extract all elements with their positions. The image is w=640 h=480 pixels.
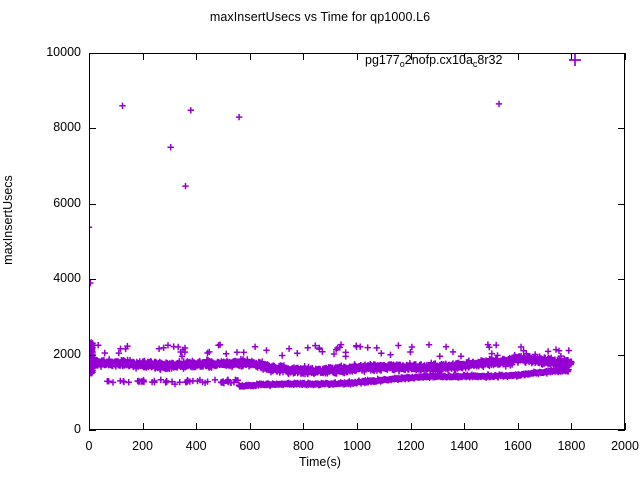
x-tick	[625, 423, 626, 430]
x-tick-top	[303, 53, 305, 60]
x-tick-label: 600	[239, 439, 261, 453]
x-tick-top	[517, 53, 519, 60]
x-tick-top	[625, 53, 626, 60]
x-tick-label: 1400	[450, 439, 479, 453]
chart-title: maxInsertUsecs vs Time for qp1000.L6	[209, 10, 431, 24]
y-tick	[89, 430, 96, 431]
x-tick-label: 1800	[557, 439, 586, 453]
y-tick-right	[618, 354, 625, 356]
x-tick-label: 400	[185, 439, 207, 453]
y-tick-label: 6000	[53, 195, 81, 210]
x-tick-label: 1000	[343, 439, 371, 453]
x-tick-top	[142, 53, 144, 60]
y-tick	[89, 128, 96, 130]
x-tick-top	[249, 53, 251, 60]
x-tick-top	[196, 53, 198, 60]
x-tick-top	[410, 53, 412, 60]
x-tick	[357, 423, 358, 430]
x-tick-label: 1600	[503, 439, 532, 453]
x-tick-top	[89, 53, 90, 60]
scatter-points	[89, 100, 575, 390]
y-tick-right	[618, 203, 625, 205]
x-tick	[196, 423, 198, 430]
x-tick	[89, 423, 90, 430]
x-tick	[517, 423, 519, 430]
y-tick	[89, 53, 96, 54]
x-tick-label: 1200	[396, 439, 425, 453]
legend-key-marker	[565, 50, 585, 70]
y-tick	[89, 279, 96, 281]
x-tick	[249, 423, 251, 430]
legend-label: pg177o2nofp.cx10ac8r32	[365, 53, 503, 69]
x-tick	[410, 423, 412, 430]
y-tick	[89, 354, 96, 356]
x-tick	[142, 423, 144, 430]
y-tick-right	[618, 279, 625, 281]
y-tick-right	[618, 53, 625, 54]
x-axis-title: Time(s)	[299, 455, 341, 469]
x-tick	[571, 423, 573, 430]
y-tick-right	[618, 430, 625, 431]
x-tick-label: 2000	[611, 439, 639, 453]
x-tick-top	[571, 53, 573, 60]
x-tick-top	[464, 53, 466, 60]
x-tick-label: 800	[292, 439, 314, 453]
y-tick-right	[618, 128, 625, 130]
legend-entry: pg177o2nofp.cx10ac8r32	[365, 50, 502, 70]
y-tick	[89, 203, 96, 205]
plot-frame	[89, 53, 625, 430]
x-tick-label: 200	[132, 439, 154, 453]
y-tick-label: 10000	[46, 45, 81, 59]
x-tick	[464, 423, 466, 430]
x-tick	[303, 423, 305, 430]
y-tick-label: 2000	[53, 346, 81, 361]
y-tick-label: 8000	[53, 120, 81, 135]
x-tick-label: 0	[85, 439, 93, 453]
y-tick-label: 0	[74, 422, 81, 436]
y-tick-label: 4000	[53, 271, 81, 286]
plot-area	[89, 53, 625, 430]
x-tick-top	[357, 53, 358, 60]
y-axis-title: maxInsertUsecs	[1, 175, 15, 265]
